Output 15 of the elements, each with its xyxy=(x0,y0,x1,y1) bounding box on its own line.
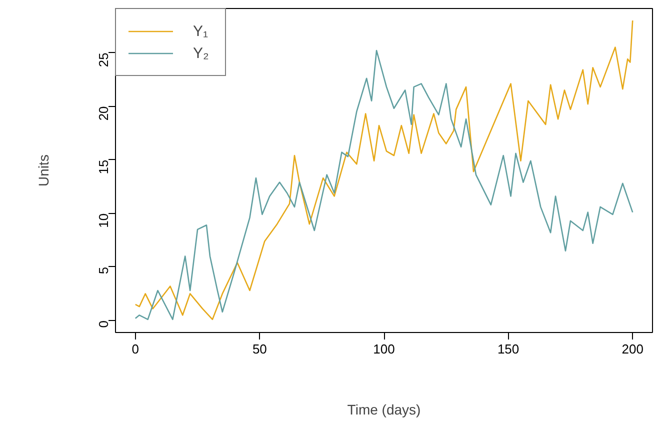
x-tick-label: 200 xyxy=(622,342,644,356)
legend-label: Y₁ xyxy=(193,22,210,40)
y-tick-label: 15 xyxy=(96,160,111,174)
y-axis-title: Units xyxy=(36,154,52,186)
y-tick-label: 5 xyxy=(96,266,111,274)
x-tick-label: 100 xyxy=(373,342,395,356)
x-tick-label: 50 xyxy=(252,342,267,356)
x-tick-label: 150 xyxy=(497,342,520,356)
y-tick-label: 20 xyxy=(96,106,111,121)
y-tick-label: 10 xyxy=(96,213,111,228)
x-axis-title: Time (days) xyxy=(347,402,421,418)
legend-label: Y₂ xyxy=(193,44,210,62)
y-tick-label: 25 xyxy=(96,52,111,68)
y-tick-label: 0 xyxy=(96,320,111,328)
x-tick-label: 0 xyxy=(132,342,140,356)
